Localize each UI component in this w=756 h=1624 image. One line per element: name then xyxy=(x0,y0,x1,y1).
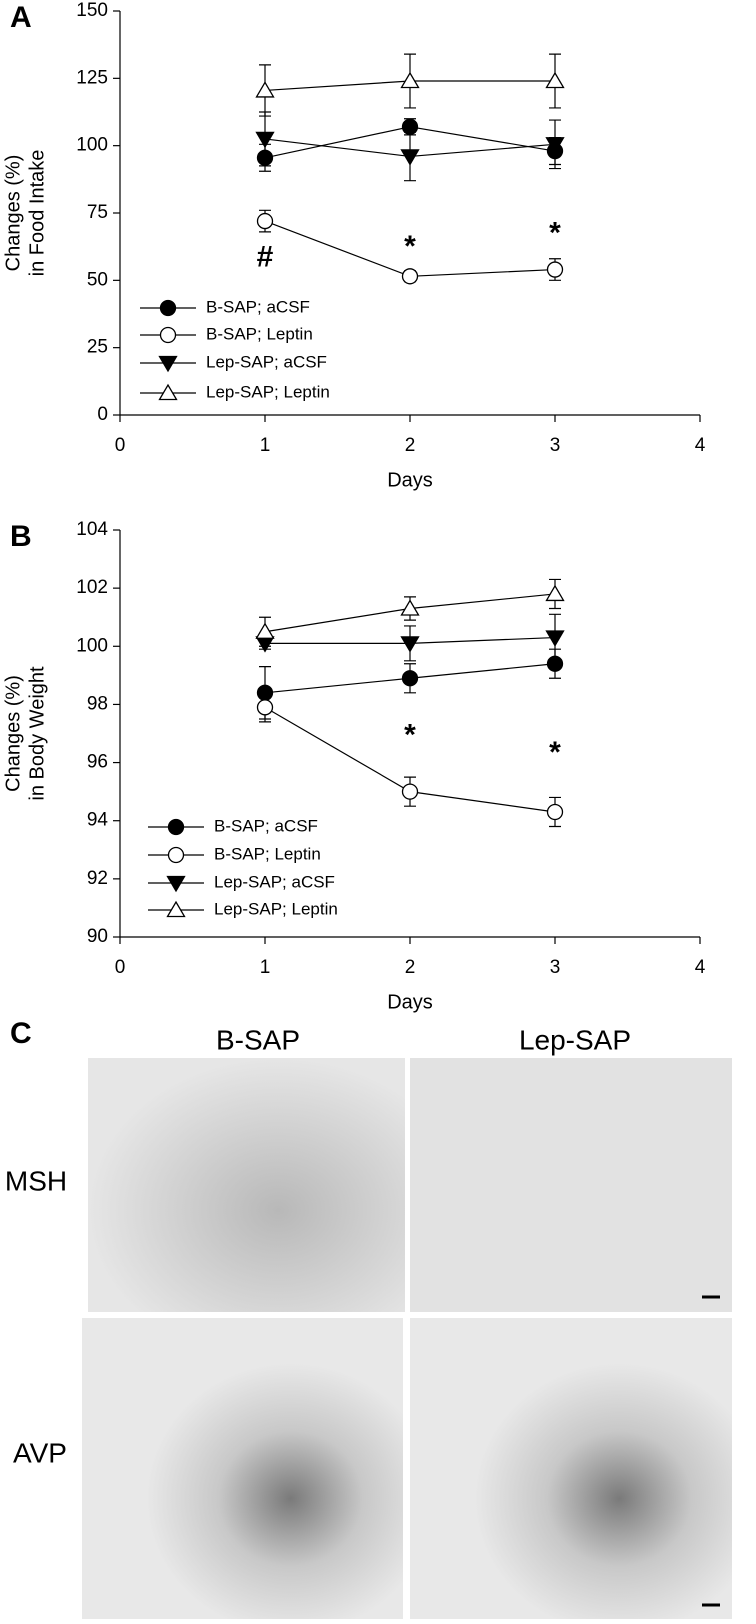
row-label: AVP xyxy=(13,1437,67,1468)
marker xyxy=(400,149,420,166)
row-label: MSH xyxy=(5,1165,67,1196)
marker xyxy=(546,803,564,821)
y-tick-label: 102 xyxy=(76,577,108,598)
panel-label: C xyxy=(10,1017,32,1050)
micrograph xyxy=(88,1058,405,1312)
marker xyxy=(545,630,565,647)
marker xyxy=(401,783,419,800)
marker xyxy=(166,875,186,893)
annotation: # xyxy=(257,241,274,274)
marker xyxy=(400,636,420,653)
y-tick-label: 92 xyxy=(87,868,108,889)
y-tick-label: 100 xyxy=(76,135,108,156)
y-axis-title: Changes (%) xyxy=(2,155,24,272)
x-tick-label: 0 xyxy=(115,957,126,978)
marker xyxy=(545,137,565,154)
marker xyxy=(159,299,177,317)
marker xyxy=(256,149,274,166)
legend-label: B-SAP; aCSF xyxy=(206,297,310,316)
marker xyxy=(255,622,275,639)
marker xyxy=(167,846,185,864)
x-tick-label: 1 xyxy=(260,435,271,456)
x-axis-title: Days xyxy=(387,469,433,491)
x-tick-label: 4 xyxy=(695,435,706,456)
marker xyxy=(159,326,177,344)
y-tick-label: 25 xyxy=(87,337,108,358)
legend-label: Lep-SAP; Leptin xyxy=(214,899,338,918)
y-tick-label: 100 xyxy=(76,635,108,656)
marker xyxy=(167,818,185,836)
marker xyxy=(256,212,274,230)
y-tick-label: 150 xyxy=(76,0,108,21)
y-axis-title: Changes (%) xyxy=(2,675,24,792)
micrograph xyxy=(410,1318,732,1619)
legend-label: B-SAP; Leptin xyxy=(214,844,321,863)
annotation: * xyxy=(404,230,416,263)
panel-label: A xyxy=(10,1,32,34)
annotation: * xyxy=(549,736,561,769)
y-axis-title: in Body Weight xyxy=(26,666,48,801)
legend-label: B-SAP; aCSF xyxy=(214,816,318,835)
micrograph xyxy=(410,1058,732,1312)
marker xyxy=(401,268,419,285)
y-tick-label: 96 xyxy=(87,752,108,773)
x-axis-title: Days xyxy=(387,991,433,1013)
column-label: B-SAP xyxy=(216,1024,300,1055)
x-tick-label: 1 xyxy=(260,957,271,978)
annotation: * xyxy=(404,718,416,751)
marker xyxy=(256,684,274,701)
y-tick-label: 104 xyxy=(76,519,108,540)
marker xyxy=(400,71,420,89)
y-tick-label: 75 xyxy=(87,202,108,223)
marker xyxy=(255,131,275,149)
marker xyxy=(158,383,178,401)
marker xyxy=(401,670,419,687)
marker xyxy=(401,118,419,135)
marker xyxy=(545,71,565,89)
y-tick-label: 94 xyxy=(87,810,109,831)
y-tick-label: 50 xyxy=(87,269,108,290)
marker xyxy=(158,355,178,373)
marker xyxy=(546,655,564,672)
micrograph xyxy=(82,1318,403,1619)
legend-label: B-SAP; Leptin xyxy=(206,324,313,343)
column-label: Lep-SAP xyxy=(519,1024,631,1055)
y-tick-label: 0 xyxy=(97,404,108,425)
y-axis-title: in Food Intake xyxy=(26,150,48,277)
marker xyxy=(255,81,275,98)
marker xyxy=(545,584,565,602)
y-tick-label: 125 xyxy=(76,67,108,88)
x-tick-label: 0 xyxy=(115,435,126,456)
marker xyxy=(546,261,564,278)
y-tick-label: 90 xyxy=(87,926,108,947)
x-tick-label: 2 xyxy=(405,957,416,978)
legend-label: Lep-SAP; aCSF xyxy=(214,872,335,891)
legend-label: Lep-SAP; Leptin xyxy=(206,382,330,401)
x-tick-label: 3 xyxy=(550,957,561,978)
marker xyxy=(256,699,274,716)
panel-label: B xyxy=(10,520,32,553)
x-tick-label: 2 xyxy=(405,435,416,456)
legend-label: Lep-SAP; aCSF xyxy=(206,352,327,371)
y-tick-label: 98 xyxy=(87,693,108,714)
x-tick-label: 4 xyxy=(695,957,706,978)
marker xyxy=(166,900,186,918)
marker xyxy=(400,599,420,616)
x-tick-label: 3 xyxy=(550,435,561,456)
annotation: * xyxy=(549,216,561,249)
